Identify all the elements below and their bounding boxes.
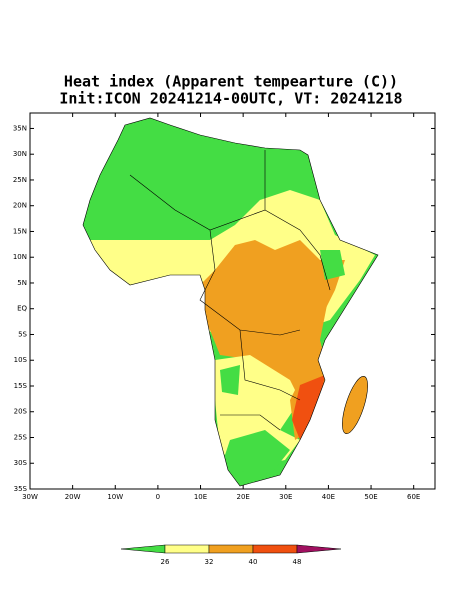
- field-green: [320, 250, 345, 280]
- lat-label: 15S: [14, 382, 28, 390]
- border: [220, 414, 281, 431]
- lat-label: 25N: [13, 176, 27, 184]
- border: [239, 329, 301, 401]
- title: Heat index (Apparent tempearture (C)): [64, 73, 398, 91]
- madagascar: [342, 376, 368, 434]
- map-frame: [29, 112, 436, 490]
- subtitle: Init:ICON 20241214-00UTC, VT: 20241218: [59, 90, 402, 108]
- lon-label: 20E: [236, 493, 249, 501]
- lon-label: 30W: [22, 493, 38, 501]
- lon-label: 50E: [364, 493, 377, 501]
- lat-label: EQ: [17, 305, 27, 313]
- lat-label: 35S: [14, 485, 28, 493]
- lat-label: 15N: [13, 227, 27, 235]
- lon-label: 20W: [65, 493, 81, 501]
- lat-label: 10S: [14, 356, 28, 364]
- colorbar-segment: [164, 544, 210, 554]
- colorbar-segment: [208, 544, 254, 554]
- lon-label: 10W: [107, 493, 123, 501]
- lat-label: 10N: [13, 253, 27, 261]
- border: [264, 209, 331, 291]
- field-red: [292, 375, 325, 440]
- lat-label: 25S: [14, 433, 28, 441]
- lat-label: 30N: [13, 150, 27, 158]
- colorbar-segment: [252, 544, 298, 554]
- border: [199, 229, 301, 336]
- lat-label: 35N: [13, 124, 27, 132]
- lon-label: 0: [156, 493, 160, 501]
- lat-label: 5S: [18, 330, 27, 338]
- field-green: [220, 365, 240, 395]
- heat-field: [83, 118, 378, 486]
- lon-label: 40E: [322, 493, 335, 501]
- lat-label: 30S: [14, 459, 28, 467]
- lon-label: 10E: [194, 493, 207, 501]
- field-green: [225, 430, 290, 475]
- lat-label: 20N: [13, 202, 27, 210]
- colorbar-label: 48: [293, 558, 302, 566]
- lat-label: 20S: [14, 408, 28, 416]
- colorbar-segment: [296, 544, 342, 554]
- borders: [129, 150, 331, 431]
- lon-label: 30E: [279, 493, 292, 501]
- colorbar-label: 40: [249, 558, 258, 566]
- colorbar-segment: [120, 544, 166, 554]
- colorbar-label: 32: [205, 558, 214, 566]
- lat-label: 5N: [17, 279, 27, 287]
- colorbar-label: 26: [161, 558, 170, 566]
- lon-label: 60E: [407, 493, 420, 501]
